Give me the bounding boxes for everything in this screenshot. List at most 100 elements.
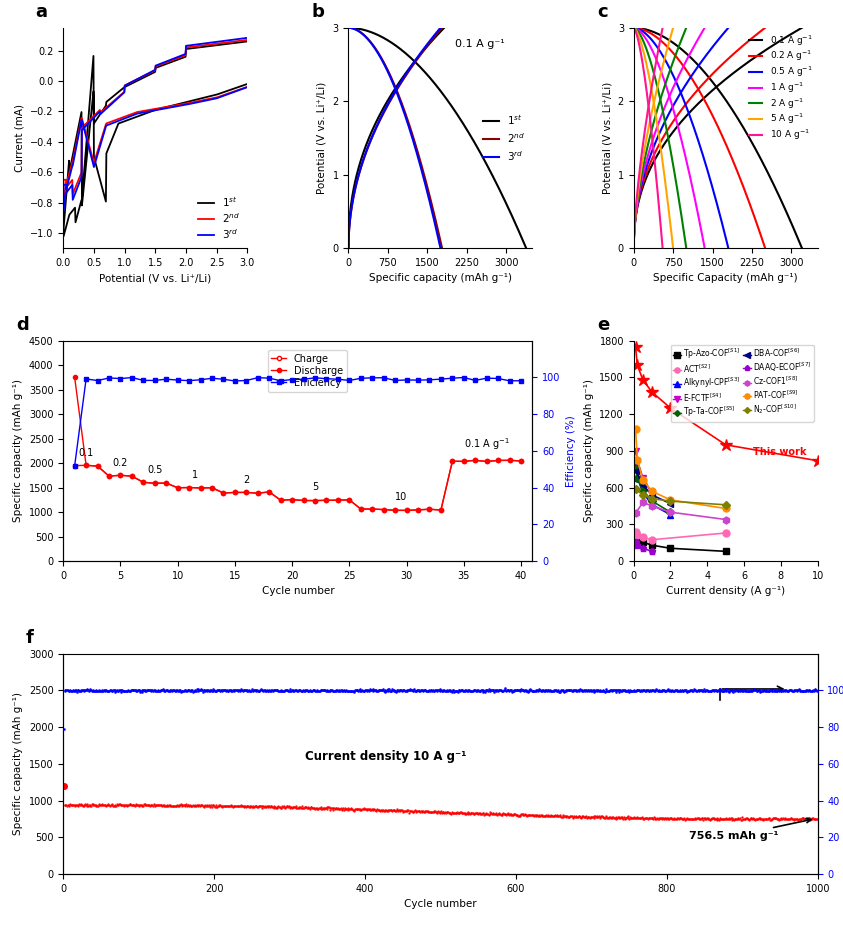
Efficiency — [184, 375, 194, 386]
Line: 3$^{rd}$: 3$^{rd}$ — [63, 38, 247, 211]
0.5 A g$^{-1}$ — [688, 68, 698, 79]
0.5 A g$^{-1}$ — [697, 55, 707, 66]
Text: 1: 1 — [191, 470, 198, 480]
Efficiency — [207, 373, 217, 384]
2$^{nd}$ — [153, 103, 164, 114]
3$^{rd}$ — [354, 166, 364, 178]
Efficiency — [104, 373, 114, 384]
10 A g$^{-1}$ — [629, 242, 639, 253]
Line: DBA-COF$^{[S6]}$: DBA-COF$^{[S6]}$ — [632, 467, 674, 507]
2$^{nd}$ — [437, 22, 447, 33]
Efficiency — [481, 373, 491, 384]
Charge — [81, 460, 91, 471]
Charge — [356, 503, 366, 514]
Discharge — [368, 503, 378, 514]
1$^{st}$ — [89, 50, 99, 61]
10 A g$^{-1}$ — [632, 188, 642, 199]
Discharge — [333, 495, 343, 506]
3$^{rd}$ — [242, 32, 252, 43]
Charge — [173, 482, 183, 493]
Charge — [390, 505, 400, 516]
Discharge — [436, 504, 446, 515]
Charge — [459, 456, 469, 467]
Charge — [150, 477, 160, 488]
Charge — [413, 504, 423, 515]
Discharge — [310, 495, 320, 506]
Y-axis label: Specific capacity (mAh g⁻¹): Specific capacity (mAh g⁻¹) — [584, 379, 593, 523]
Tp-Ta-COF$^{[S5]}$ — [647, 496, 658, 507]
Efficiency — [310, 372, 320, 383]
Line: Tp-Azo-COF$^{[S1]}$: Tp-Azo-COF$^{[S1]}$ — [632, 533, 729, 555]
N$_2$-COF$^{[S10]}$ — [665, 496, 675, 507]
PAT-COF$^{[S9]}$ — [632, 454, 642, 465]
0.1 A g$^{-1}$ — [649, 155, 659, 166]
2$^{nd}$ — [98, 128, 108, 139]
5 A g$^{-1}$ — [653, 78, 663, 89]
DBA-COF$^{[S6]}$ — [631, 465, 641, 476]
Tp-Ta-COF$^{[S5]}$ — [632, 473, 642, 484]
Discharge — [150, 477, 160, 488]
Legend: 1$^{st}$, 2$^{nd}$, 3$^{rd}$: 1$^{st}$, 2$^{nd}$, 3$^{rd}$ — [196, 193, 242, 243]
Discharge — [81, 460, 91, 471]
1 A g$^{-1}$ — [674, 71, 684, 82]
0.2 A g$^{-1}$ — [629, 242, 639, 253]
3$^{rd}$ — [343, 242, 353, 253]
1$^{st}$ — [242, 36, 252, 47]
2 A g$^{-1}$ — [667, 60, 677, 71]
2$^{nd}$ — [411, 56, 421, 67]
Line: 2$^{nd}$: 2$^{nd}$ — [63, 40, 247, 204]
1 A g$^{-1}$ — [680, 57, 690, 68]
Discharge — [207, 482, 217, 493]
Efficiency — [264, 373, 274, 384]
1 A g$^{-1}$ — [629, 242, 639, 253]
Y-axis label: Specific capacity (mAh g⁻¹): Specific capacity (mAh g⁻¹) — [13, 693, 24, 835]
Alkynyl-CPF$^{[S3]}$ — [632, 473, 642, 484]
Charge — [310, 495, 320, 506]
Y-axis label: Potential (V vs. Li⁺/Li): Potential (V vs. Li⁺/Li) — [317, 81, 327, 194]
PAT-COF$^{[S9]}$ — [647, 486, 658, 497]
Efficiency — [70, 460, 80, 471]
3$^{rd}$ — [89, 160, 99, 171]
0.5 A g$^{-1}$ — [666, 104, 676, 115]
Charge — [264, 487, 274, 498]
Discharge — [481, 456, 491, 467]
Line: 1$^{st}$: 1$^{st}$ — [63, 42, 247, 237]
2$^{nd}$ — [58, 199, 68, 210]
Discharge — [287, 494, 298, 505]
Efficiency — [138, 375, 148, 386]
1$^{st}$ — [374, 109, 384, 120]
Charge — [218, 487, 228, 499]
Charge — [241, 487, 251, 498]
Efficiency — [81, 374, 91, 385]
Discharge — [253, 487, 263, 499]
5 A g$^{-1}$ — [642, 132, 652, 143]
Charge — [276, 495, 286, 506]
Charge — [470, 455, 481, 466]
0.1 A g$^{-1}$ — [750, 52, 760, 63]
Efficiency — [333, 374, 343, 385]
1$^{st}$ — [412, 53, 422, 64]
Charge — [321, 495, 331, 506]
Line: Tp-Ta-COF$^{[S5]}$: Tp-Ta-COF$^{[S5]}$ — [633, 466, 674, 515]
2$^{nd}$ — [411, 55, 422, 66]
Efficiency — [493, 373, 503, 384]
DAAQ-ECOF$^{[S7]}$ — [632, 539, 642, 550]
Efficiency — [196, 375, 206, 386]
Efficiency — [218, 374, 228, 385]
1$^{st}$ — [153, 104, 164, 115]
Line: 5 A g$^{-1}$: 5 A g$^{-1}$ — [634, 28, 673, 248]
3$^{rd}$ — [436, 22, 446, 33]
1 A g$^{-1}$ — [652, 122, 662, 133]
DAAQ-ECOF$^{[S7]}$ — [631, 536, 641, 547]
Cz-COF1$^{[S8]}$ — [647, 500, 658, 512]
Charge — [448, 456, 458, 467]
Discharge — [126, 471, 137, 482]
Line: 1 A g$^{-1}$: 1 A g$^{-1}$ — [634, 28, 705, 248]
1$^{st}$ — [242, 79, 252, 90]
Efficiency — [470, 375, 481, 386]
This work — [632, 360, 642, 371]
1$^{st}$ — [439, 22, 449, 33]
Text: 0.5: 0.5 — [147, 465, 163, 475]
1 A g$^{-1}$ — [679, 57, 690, 68]
3$^{rd}$ — [58, 205, 68, 216]
